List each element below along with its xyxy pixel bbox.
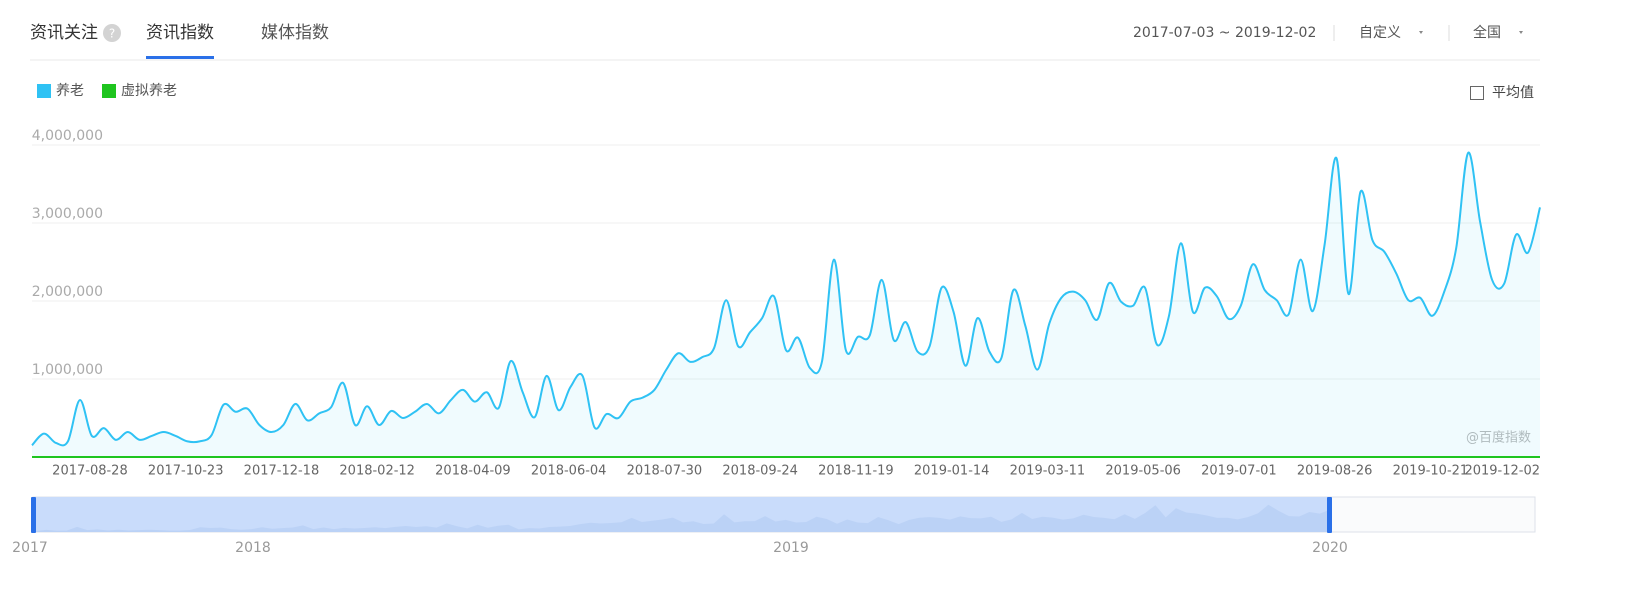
area [32, 152, 1540, 457]
x-tick-label: 2019-01-14 [914, 464, 990, 479]
x-tick-label: 2019-08-26 [1297, 464, 1373, 479]
x-tick-label: 2019-05-06 [1105, 464, 1181, 479]
x-tick-label: 2019-07-01 [1201, 464, 1277, 479]
average-checkbox[interactable] [1470, 86, 1484, 100]
legend-label[interactable]: 虚拟养老 [121, 83, 177, 99]
watermark: @百度指数 [1466, 430, 1531, 446]
x-tick-label: 2019-10-21 [1393, 464, 1469, 479]
navigator-year: 2018 [235, 540, 271, 556]
x-tick-label: 2018-04-09 [435, 464, 511, 479]
navigator-area [36, 504, 1330, 532]
x-tick-label: 2018-11-19 [818, 464, 894, 479]
average-label[interactable]: 平均值 [1492, 85, 1534, 101]
dropdown-arrow [1519, 31, 1523, 34]
x-tick-label: 2019-03-11 [1010, 464, 1086, 479]
y-tick-label: 1,000,000 [32, 362, 103, 378]
custom-dropdown[interactable]: 自定义 [1359, 25, 1401, 41]
navigator-handle[interactable] [31, 497, 36, 533]
series-line [31, 151, 1541, 447]
tab-media-index[interactable]: 媒体指数 [261, 23, 329, 43]
x-tick-label: 2017-12-18 [244, 464, 320, 479]
navigator-year: 2017 [12, 540, 48, 556]
x-tick-label: 2018-09-24 [722, 464, 798, 479]
y-tick-label: 4,000,000 [32, 128, 103, 144]
active-tab-underline [146, 56, 214, 59]
y-tick-label: 3,000,000 [32, 206, 103, 222]
x-tick-label: 2019-12-02 [1464, 464, 1540, 479]
navigator-year: 2019 [773, 540, 809, 556]
legend-swatch [102, 84, 116, 98]
navigator-year: 2020 [1312, 540, 1348, 556]
tab-news-index[interactable]: 资讯指数 [146, 23, 214, 43]
tab-news-attention[interactable]: 资讯关注 [30, 23, 98, 43]
date-range[interactable]: 2017-07-03 ~ 2019-12-02 [1133, 25, 1316, 41]
navigator-handle[interactable] [1327, 497, 1332, 533]
region-dropdown[interactable]: 全国 [1473, 24, 1501, 41]
x-tick-label: 2017-10-23 [148, 464, 224, 479]
x-tick-label: 2018-07-30 [627, 464, 703, 479]
help-icon[interactable] [103, 24, 121, 42]
x-tick-label: 2017-08-28 [52, 464, 128, 479]
y-tick-label: 2,000,000 [32, 284, 103, 300]
x-tick-label: 2018-02-12 [339, 464, 415, 479]
legend-label[interactable]: 养老 [56, 83, 84, 99]
x-tick-label: 2018-06-04 [531, 464, 607, 479]
dropdown-arrow [1419, 31, 1423, 34]
help-icon-text: ? [109, 27, 115, 41]
legend-swatch [37, 84, 51, 98]
